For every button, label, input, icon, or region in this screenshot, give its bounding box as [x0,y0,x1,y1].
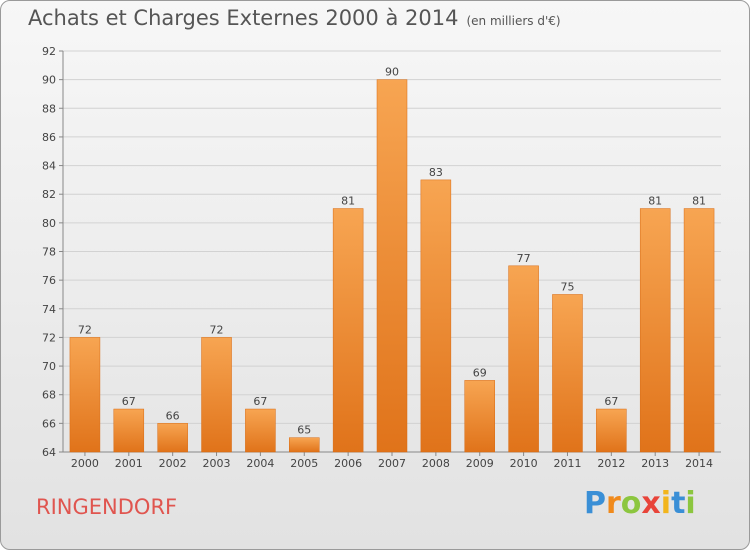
logo-letter: o [620,486,642,521]
bar-value-label: 75 [560,280,574,293]
y-tick-label: 88 [42,102,56,115]
bars [69,79,715,453]
y-tick-label: 64 [42,446,56,459]
commune-name: RINGENDORF [36,495,178,519]
y-tick-label: 90 [42,74,56,87]
y-tick-label: 78 [42,246,56,259]
x-tick-label: 2012 [597,457,625,470]
x-tick-label: 2011 [553,457,581,470]
y-tick-labels: 64 66 68 70 72 74 76 78 80 82 84 86 88 90 92 [42,45,56,459]
chart-title-text: Achats et Charges Externes 2000 à 2014 [28,6,459,30]
bar [113,408,145,453]
x-tick-label: 2014 [685,457,713,470]
logo-letter: r [606,486,621,521]
bar [201,337,232,453]
y-tick-label: 82 [42,188,56,201]
logo-letter: i [660,486,672,521]
y-tick-label: 76 [42,274,56,287]
bar-value-label: 67 [253,395,267,408]
bar [157,423,188,453]
x-tick-label: 2001 [115,457,143,470]
y-tick-label: 92 [42,45,56,58]
y-tick-label: 66 [42,417,56,430]
x-tick-label: 2006 [334,457,362,470]
bar [508,265,539,453]
logo-letter: t [671,486,686,521]
bar-value-label: 81 [692,195,706,208]
bar [420,179,452,453]
y-tick-label: 72 [42,331,56,344]
y-tick-label: 68 [42,389,56,402]
bar-value-labels: 72 67 66 72 67 65 81 90 83 69 77 75 67 81 81 [78,66,706,437]
x-tick-label: 2010 [510,457,538,470]
bar [245,408,276,453]
chart-title: Achats et Charges Externes 2000 à 2014 (e… [28,6,561,30]
bar-value-label: 66 [166,409,180,422]
chart-subtitle: (en milliers d'€) [466,14,561,28]
logo-letter: P [584,486,606,521]
bar-value-label: 69 [473,366,487,379]
x-tick-label: 2009 [466,457,494,470]
bar-value-label: 77 [517,252,531,265]
bar [552,294,583,453]
bar-value-label: 72 [210,323,224,336]
bar-value-label: 65 [297,424,311,437]
bar [596,408,627,453]
y-tick-label: 84 [42,160,56,173]
bar [332,208,364,453]
bar [639,208,671,453]
bar-value-label: 67 [604,395,618,408]
bar-value-label: 72 [78,323,92,336]
x-tick-label: 2008 [422,457,450,470]
x-tick-label: 2013 [641,457,669,470]
x-tick-label: 2005 [290,457,318,470]
bar-value-label: 81 [341,195,355,208]
x-tick-label: 2004 [246,457,274,470]
bar-value-label: 81 [648,195,662,208]
x-tick-labels: 2000 2001 2002 2003 2004 2005 2006 2007 2008 2009… [71,457,713,470]
y-tick-label: 74 [42,303,56,316]
y-tick-label: 86 [42,131,56,144]
bar [464,380,495,453]
bar-value-label: 83 [429,166,443,179]
x-tick-label: 2000 [71,457,99,470]
bar [69,337,101,453]
y-tick-label: 70 [42,360,56,373]
y-tick-label: 80 [42,217,56,230]
logo-letter: i [685,486,696,521]
proxiti-logo: Proxiti [584,486,696,521]
logo-letter: x [641,486,661,521]
bar [376,79,408,453]
bar [289,437,320,453]
bar-value-label: 90 [385,66,399,79]
x-tick-label: 2002 [159,457,187,470]
bar-value-label: 67 [122,395,136,408]
bar [683,208,715,453]
x-tick-label: 2003 [203,457,231,470]
x-tick-label: 2007 [378,457,406,470]
